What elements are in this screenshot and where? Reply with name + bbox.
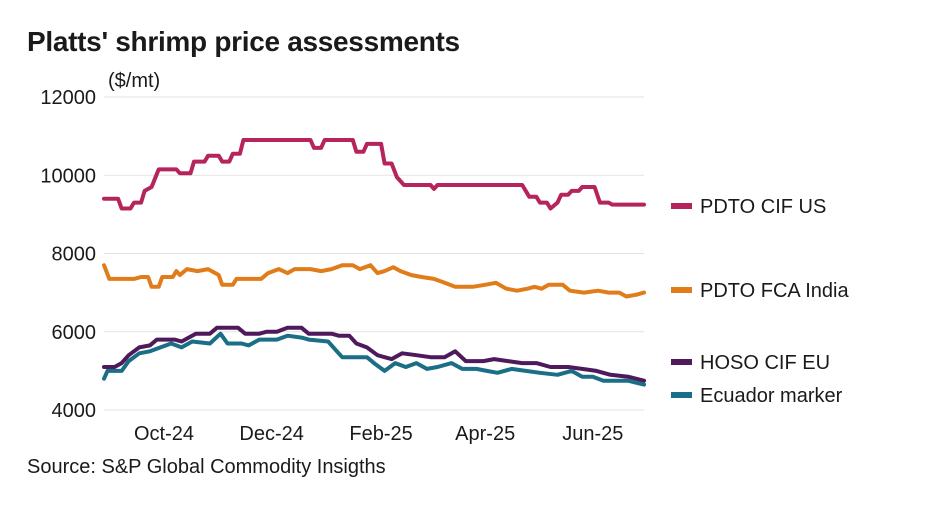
x-tick-label: Oct-24 <box>134 423 194 445</box>
y-tick-label: 4000 <box>52 400 97 422</box>
line-chart: 4000 6000 8000 10000 12000 Oct-24 Dec-24 Feb-25… <box>40 87 849 445</box>
series-line <box>102 263 646 299</box>
x-tick-label: Dec-24 <box>239 423 303 445</box>
legend-label: Ecuador marker <box>700 385 843 407</box>
x-tick-label: Apr-25 <box>455 423 515 445</box>
y-tick-label: 12000 <box>40 87 96 109</box>
x-tick-label: Jun-25 <box>562 423 623 445</box>
legend-label: HOSO CIF EU <box>700 352 830 374</box>
x-tick-label: Feb-25 <box>349 423 412 445</box>
y-tick-label: 10000 <box>40 165 96 187</box>
legend-label: PDTO CIF US <box>700 196 826 218</box>
source-note: Source: S&P Global Commodity Insigths <box>27 456 386 478</box>
series-line <box>102 325 646 383</box>
y-tick-label: 8000 <box>52 244 97 266</box>
y-tick-label: 6000 <box>52 322 97 344</box>
series-line <box>102 331 646 387</box>
series-line <box>102 138 646 211</box>
legend-label: PDTO FCA India <box>700 280 849 302</box>
chart-title: Platts' shrimp price assessments <box>27 26 460 57</box>
y-axis-unit-label: ($/mt) <box>108 70 161 92</box>
